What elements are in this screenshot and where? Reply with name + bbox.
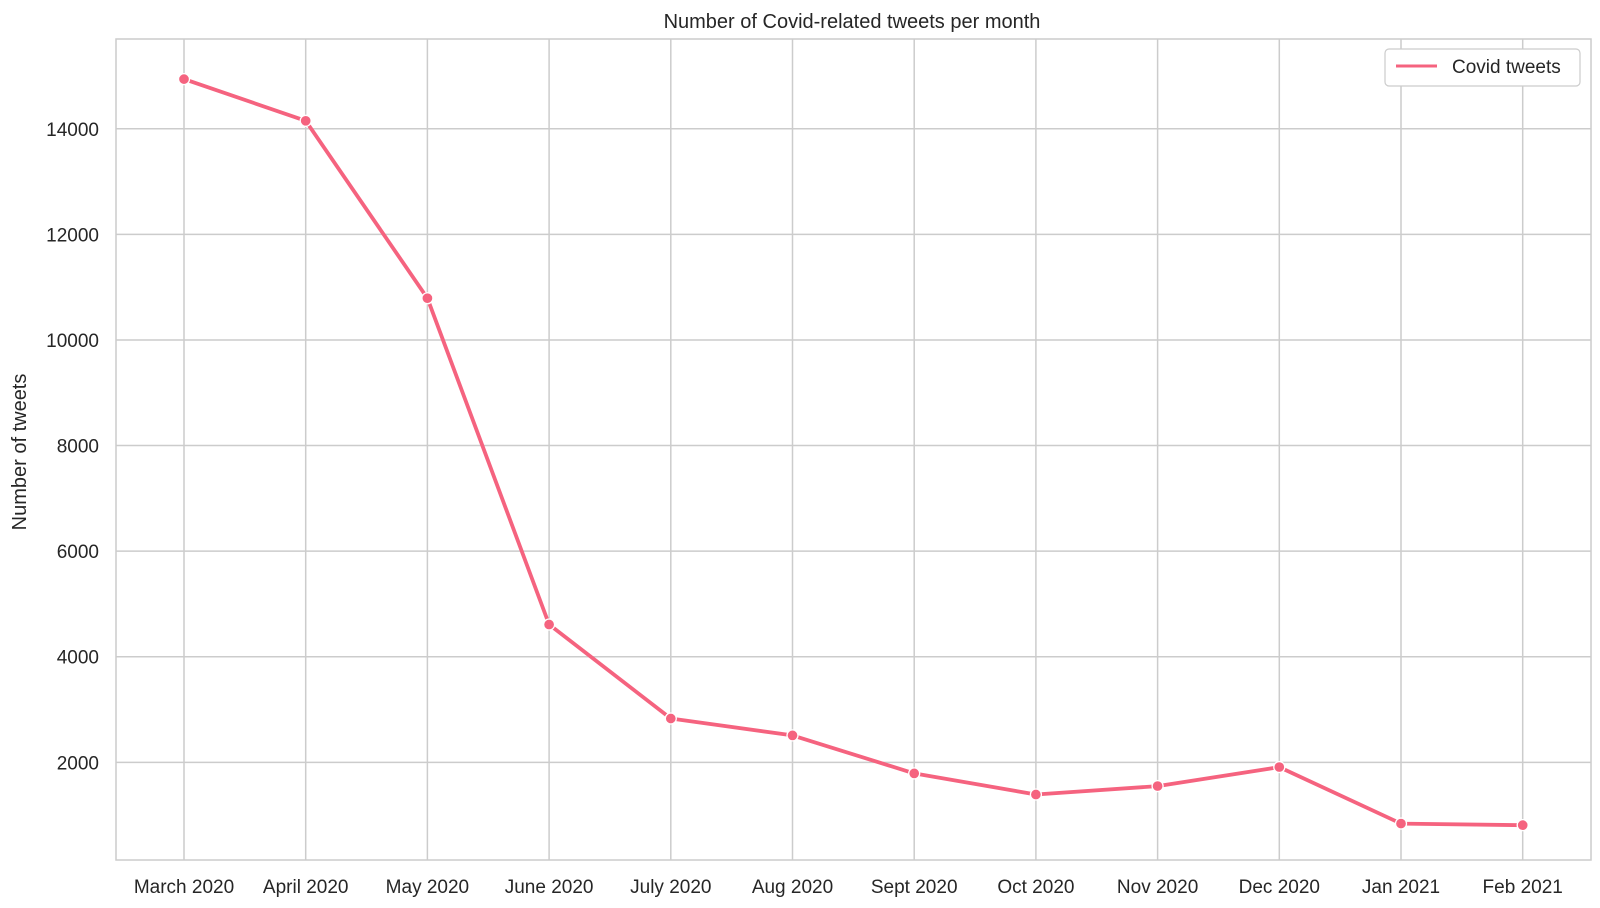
x-tick-label: Jan 2021 — [1362, 877, 1440, 898]
data-point — [1273, 760, 1286, 774]
legend-series-label: Covid tweets — [1452, 57, 1561, 78]
data-point — [299, 114, 312, 127]
y-axis-label: Number of tweets — [9, 374, 31, 531]
x-tick-label: Sept 2020 — [871, 877, 958, 898]
legend: Covid tweets — [1384, 48, 1581, 87]
y-tick-label: 2000 — [57, 753, 99, 774]
x-tick-label: July 2020 — [630, 877, 711, 898]
data-point — [664, 712, 677, 725]
x-tick-label: April 2020 — [263, 877, 349, 898]
series-line — [182, 77, 1525, 828]
chart-title: Number of Covid-related tweets per month — [664, 11, 1041, 33]
x-axis-ticks: March 2020 April 2020 May 2020 June 2020 Jul… — [134, 877, 1563, 898]
x-tick-label: Dec 2020 — [1239, 877, 1320, 898]
plot-area-frame — [115, 38, 1592, 861]
x-tick-label: Aug 2020 — [752, 877, 833, 898]
data-point — [1516, 819, 1529, 832]
data-point — [542, 618, 556, 631]
data-point — [786, 729, 799, 742]
y-tick-label: 10000 — [46, 331, 99, 352]
data-point — [177, 72, 191, 86]
y-tick-label: 8000 — [57, 437, 99, 458]
grid-lines — [116, 39, 1591, 860]
data-point — [908, 767, 921, 780]
x-tick-label: Nov 2020 — [1117, 877, 1198, 898]
series-layer — [177, 72, 1529, 832]
y-tick-label: 14000 — [46, 120, 99, 141]
data-point — [1029, 788, 1043, 801]
y-axis-ticks: 2000 4000 6000 8000 10000 12000 14000 — [46, 120, 99, 775]
y-tick-label: 6000 — [57, 542, 99, 563]
x-tick-label: May 2020 — [386, 877, 469, 898]
data-point — [1394, 817, 1408, 830]
y-tick-label: 4000 — [57, 648, 99, 669]
x-tick-label: Feb 2021 — [1483, 877, 1563, 898]
x-tick-label: Oct 2020 — [997, 877, 1074, 898]
legend-box — [1384, 48, 1581, 87]
x-tick-label: June 2020 — [505, 877, 594, 898]
x-tick-label: March 2020 — [134, 877, 234, 898]
y-tick-label: 12000 — [46, 225, 99, 246]
data-point — [421, 292, 434, 305]
data-point — [1151, 779, 1164, 793]
